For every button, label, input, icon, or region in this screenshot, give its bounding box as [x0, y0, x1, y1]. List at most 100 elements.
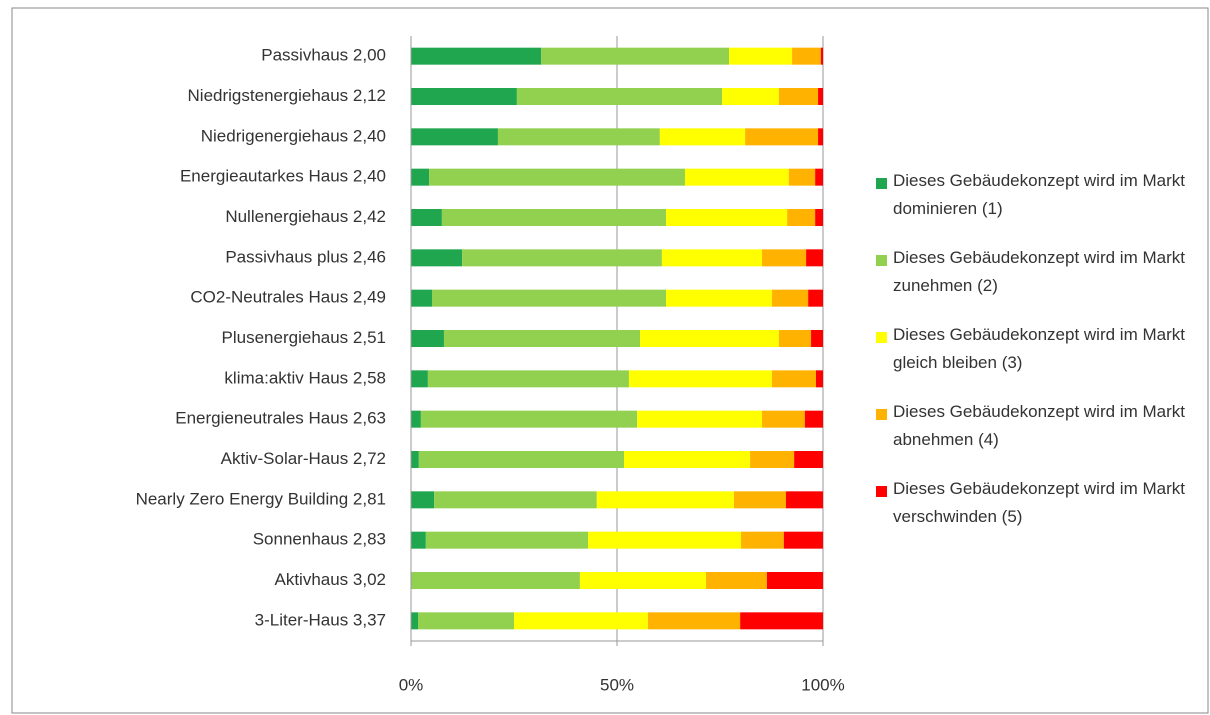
y-tick-label: Passivhaus 2,00	[261, 46, 386, 65]
bar-segment	[661, 249, 763, 267]
bar-segment	[745, 128, 819, 146]
bar-segment	[794, 451, 823, 468]
bar-segment	[666, 209, 788, 226]
x-tick-label: 100%	[801, 675, 844, 694]
bar-segment	[722, 88, 779, 105]
bar-segment	[497, 128, 660, 146]
bar-segment	[411, 531, 426, 549]
frame	[11, 7, 1209, 714]
bar-segment	[541, 47, 730, 65]
bar-segment	[792, 47, 821, 65]
bar-segment	[705, 572, 767, 589]
legend-item: Dieses Gebäudekonzept wird im Markt domi…	[876, 171, 1206, 249]
legend-label: Dieses Gebäudekonzept wird im Markt zune…	[893, 248, 1185, 295]
bar-segment	[411, 88, 517, 105]
x-tick-label: 50%	[600, 675, 634, 694]
legend-swatch	[876, 178, 887, 189]
y-tick-label: Plusenergiehaus 2,51	[222, 328, 386, 347]
bar-segment	[411, 451, 419, 468]
bar-segment	[684, 168, 789, 186]
bar-segment	[771, 370, 816, 388]
bar-segment	[441, 209, 667, 226]
y-tick-label: 3-Liter-Haus 3,37	[255, 610, 386, 629]
bar-segment	[411, 491, 435, 509]
bar-segment	[411, 168, 430, 186]
y-tick-label: Nullenergiehaus 2,42	[225, 207, 386, 226]
legend-swatch	[876, 332, 887, 343]
y-tick-label: Aktivhaus 3,02	[274, 570, 386, 589]
bar-segment	[806, 249, 823, 267]
bar-segment	[729, 47, 793, 65]
bar-segment	[666, 289, 772, 307]
bar-segment	[411, 289, 433, 307]
legend: Dieses Gebäudekonzept wird im Markt domi…	[876, 171, 1206, 557]
y-tick-label: Energieneutrales Haus 2,63	[175, 409, 386, 428]
bar-segment	[411, 128, 498, 146]
bar-segment	[462, 249, 662, 267]
bar-segment	[579, 572, 706, 589]
bar-segment	[815, 370, 823, 388]
bar-segment	[762, 249, 807, 267]
bar-segment	[418, 612, 514, 630]
bar-segment	[411, 249, 463, 267]
bar-segment	[783, 531, 823, 549]
y-tick-label: Energieautarkes Haus 2,40	[180, 167, 386, 186]
legend-label: Dieses Gebäudekonzept wird im Markt vers…	[893, 479, 1185, 526]
bar-segment	[624, 451, 751, 468]
legend-label: Dieses Gebäudekonzept wird im Markt abne…	[893, 402, 1185, 449]
y-tick-label: Niedrigenergiehaus 2,40	[201, 126, 386, 145]
bar-segment	[411, 612, 419, 630]
bar-segment	[762, 410, 805, 428]
legend-label: Dieses Gebäudekonzept wird im Markt glei…	[893, 325, 1185, 372]
bar-segment	[734, 491, 786, 509]
bar-segment	[411, 410, 421, 428]
bar-segment	[818, 128, 823, 146]
bar-segment	[647, 612, 741, 630]
bar-segment	[778, 88, 819, 105]
bar-segment	[659, 128, 746, 146]
bar-segment	[785, 491, 823, 509]
legend-swatch	[876, 486, 887, 497]
bar-segment	[514, 612, 648, 630]
bar-segment	[766, 572, 823, 589]
bar-segment	[588, 531, 742, 549]
bar-segment	[778, 330, 812, 347]
bar-segment	[411, 209, 442, 226]
bar-segment	[432, 289, 667, 307]
bar-segment	[771, 289, 809, 307]
bar-segment	[818, 88, 823, 105]
bar-segment	[628, 370, 772, 388]
bar-segment	[808, 289, 823, 307]
bar-segment	[637, 410, 763, 428]
bar-segment	[420, 410, 638, 428]
bar-segment	[804, 410, 823, 428]
bar-segment	[411, 370, 428, 388]
bar-segment	[741, 531, 784, 549]
bar-segment	[418, 451, 625, 468]
bar-segment	[411, 330, 444, 347]
legend-item: Dieses Gebäudekonzept wird im Markt zune…	[876, 248, 1206, 326]
legend-swatch	[876, 409, 887, 420]
y-tick-label: Aktiv-Solar-Haus 2,72	[221, 449, 386, 468]
bar-segment	[788, 168, 816, 186]
legend-label: Dieses Gebäudekonzept wird im Markt domi…	[893, 171, 1185, 218]
bar-segment	[596, 491, 735, 509]
y-tick-label: Nearly Zero Energy Building 2,81	[136, 489, 386, 508]
y-tick-label: Sonnenhaus 2,83	[253, 530, 386, 549]
bar-segment	[411, 572, 580, 589]
bar-segment	[411, 47, 542, 65]
bar-segment	[750, 451, 795, 468]
x-tick-label: 0%	[399, 675, 424, 694]
bar-segment	[425, 531, 589, 549]
bar-segment	[740, 612, 823, 630]
legend-item: Dieses Gebäudekonzept wird im Markt vers…	[876, 479, 1206, 557]
y-tick-label: Niedrigstenergiehaus 2,12	[188, 86, 386, 105]
bar-segment	[516, 88, 723, 105]
legend-item: Dieses Gebäudekonzept wird im Markt glei…	[876, 325, 1206, 403]
bar-segment	[640, 330, 779, 347]
bar-segment	[787, 209, 816, 226]
bar-segment	[429, 168, 685, 186]
bar-segment	[434, 491, 597, 509]
